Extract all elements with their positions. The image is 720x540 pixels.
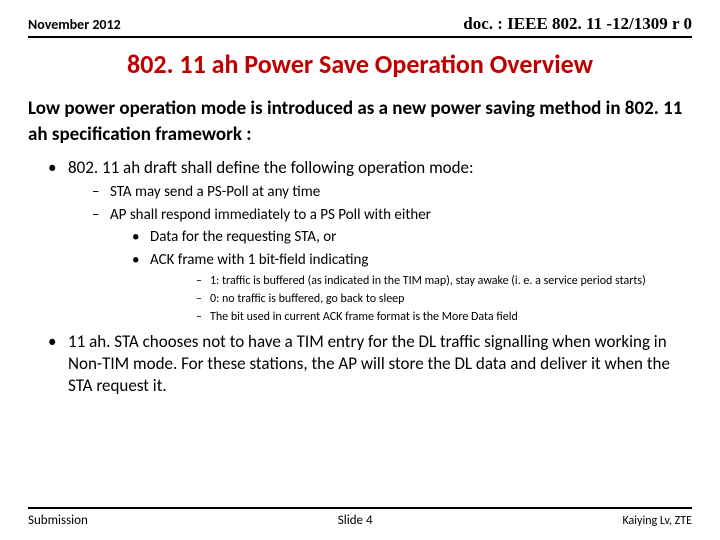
list-item: ACK frame with 1 bit-field indicating 1: … xyxy=(132,251,692,325)
list-item-text: AP shall respond immediately to a PS Pol… xyxy=(110,206,431,224)
bullet-list: 802. 11 ah draft shall define the follow… xyxy=(28,157,692,397)
header-date: November 2012 xyxy=(28,16,121,33)
header-doc-id: doc. : IEEE 802. 11 -12/1309 r 0 xyxy=(463,14,692,34)
list-item-text: 1: traffic is buffered (as indicated in … xyxy=(210,274,646,288)
footer-bar: Submission Slide 4 Kaiying Lv, ZTE xyxy=(28,507,692,528)
list-item: The bit used in current ACK frame format… xyxy=(196,310,692,326)
list-item: 0: no traffic is buffered, go back to sl… xyxy=(196,292,692,308)
bullet-sublist: 1: traffic is buffered (as indicated in … xyxy=(150,274,692,325)
list-item: STA may send a PS-Poll at any time xyxy=(92,183,692,203)
footer-left: Submission xyxy=(28,513,88,528)
bullet-sublist: STA may send a PS-Poll at any time AP sha… xyxy=(68,183,692,325)
list-item-text: The bit used in current ACK frame format… xyxy=(210,310,518,324)
slide-title: 802. 11 ah Power Save Operation Overview xyxy=(28,48,692,80)
list-item-text: 11 ah. STA chooses not to have a TIM ent… xyxy=(68,331,670,396)
list-item: AP shall respond immediately to a PS Pol… xyxy=(92,206,692,325)
list-item: 1: traffic is buffered (as indicated in … xyxy=(196,274,692,290)
list-item-text: ACK frame with 1 bit-field indicating xyxy=(150,251,368,269)
list-item: Data for the requesting STA, or xyxy=(132,228,692,248)
intro-text: Low power operation mode is introduced a… xyxy=(28,96,692,147)
list-item-text: STA may send a PS-Poll at any time xyxy=(110,183,320,201)
bullet-sublist: Data for the requesting STA, or ACK frame… xyxy=(110,228,692,325)
footer-slide-number: Slide 4 xyxy=(338,513,373,528)
header-bar: November 2012 doc. : IEEE 802. 11 -12/13… xyxy=(28,14,692,38)
list-item: 11 ah. STA chooses not to have a TIM ent… xyxy=(48,331,692,397)
list-item-text: Data for the requesting STA, or xyxy=(150,228,336,246)
list-item-text: 802. 11 ah draft shall define the follow… xyxy=(68,157,474,178)
footer-author: Kaiying Lv, ZTE xyxy=(623,514,693,528)
list-item: 802. 11 ah draft shall define the follow… xyxy=(48,157,692,325)
list-item-text: 0: no traffic is buffered, go back to sl… xyxy=(210,292,404,306)
